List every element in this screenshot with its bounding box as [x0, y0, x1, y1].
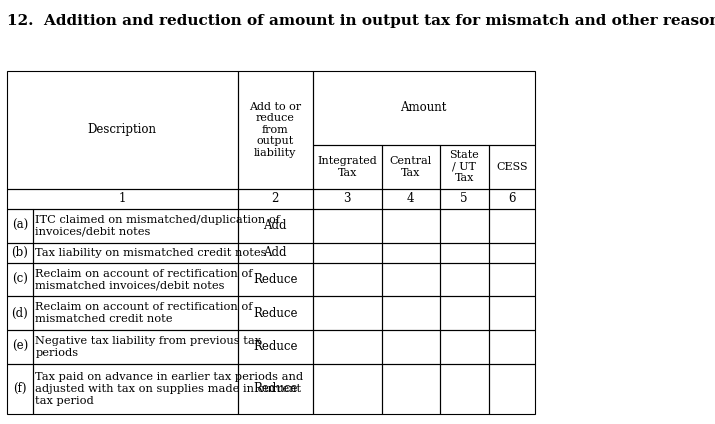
Text: 1: 1 — [119, 192, 126, 205]
Text: Add: Add — [263, 219, 287, 232]
Text: 3: 3 — [343, 192, 351, 205]
Text: Add to or
reduce
from
output
liability: Add to or reduce from output liability — [249, 102, 301, 158]
Text: 5: 5 — [460, 192, 468, 205]
Text: Central
Tax: Central Tax — [390, 156, 432, 178]
Text: Reclaim on account of rectification of
mismatched invoices/debit notes: Reclaim on account of rectification of m… — [36, 269, 253, 290]
Text: Reduce: Reduce — [253, 273, 297, 286]
Text: Integrated
Tax: Integrated Tax — [317, 156, 377, 178]
Text: ITC claimed on mismatched/duplication of
invoices/debit notes: ITC claimed on mismatched/duplication of… — [36, 215, 280, 237]
Text: Reclaim on account of rectification of
mismatched credit note: Reclaim on account of rectification of m… — [36, 302, 253, 324]
Text: 2: 2 — [272, 192, 279, 205]
Text: Tax liability on mismatched credit notes: Tax liability on mismatched credit notes — [36, 248, 267, 258]
Text: 6: 6 — [508, 192, 516, 205]
Text: 4: 4 — [407, 192, 415, 205]
Text: (a): (a) — [11, 219, 28, 232]
Text: Reduce: Reduce — [253, 307, 297, 320]
Text: (c): (c) — [12, 273, 28, 286]
Text: (e): (e) — [11, 340, 28, 353]
Text: Amount: Amount — [400, 101, 447, 114]
Text: Description: Description — [88, 123, 157, 136]
Text: (d): (d) — [11, 307, 28, 320]
Text: Reduce: Reduce — [253, 382, 297, 396]
Text: (f): (f) — [13, 382, 26, 396]
Text: 12.  Addition and reduction of amount in output tax for mismatch and other reaso: 12. Addition and reduction of amount in … — [6, 14, 715, 28]
Text: CESS: CESS — [496, 162, 528, 172]
Text: Reduce: Reduce — [253, 340, 297, 353]
Text: Negative tax liability from previous tax
periods: Negative tax liability from previous tax… — [36, 336, 262, 358]
Text: Add: Add — [263, 246, 287, 259]
Text: Tax paid on advance in earlier tax periods and
adjusted with tax on supplies mad: Tax paid on advance in earlier tax perio… — [36, 372, 304, 405]
Text: State
/ UT
Tax: State / UT Tax — [449, 150, 479, 184]
Text: (b): (b) — [11, 246, 28, 259]
